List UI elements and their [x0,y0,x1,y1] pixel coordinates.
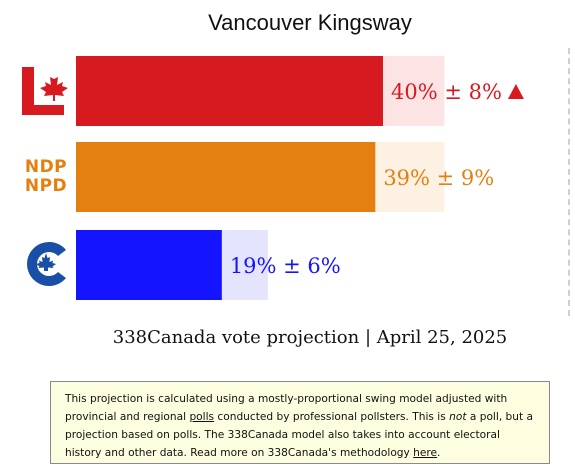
bar-ndp [76,142,376,212]
chart-title: Vancouver Kingsway [208,10,412,35]
data-label-conservative: 19% ± 6% [230,254,341,278]
note-text-3: a poll, but a projection based on polls.… [65,411,534,459]
conservative-party-logo-icon [27,242,66,286]
ndp-logo-line2: NPD [24,176,68,196]
bar-conservative [76,230,222,300]
chart-subtitle: 338Canada vote projection | April 25, 20… [112,327,508,348]
bar-liberal [76,56,383,126]
methodology-note: This projection is calculated using a mo… [50,381,550,464]
polls-link[interactable]: polls [189,411,215,423]
data-label-ndp: 39% ± 9% [383,166,494,190]
note-text-2: conducted by professional pollsters. Thi… [214,411,450,423]
bar-chart: 40% ± 8% 39% ± 9% 19% ± 6% [76,56,524,300]
note-text-4: . [437,447,441,459]
trend-up-icon [507,84,524,99]
liberal-party-logo-icon [22,67,68,115]
ndp-party-logo-icon: NDP NPD [18,158,74,196]
reference-dashed-line [568,48,570,316]
methodology-link[interactable]: here [413,447,438,459]
note-emphasis-not: not [449,411,467,423]
ndp-logo-line1: NDP [24,157,68,177]
note-text-1: This projection is calculated using a mo… [65,393,508,423]
data-label-liberal: 40% ± 8% [391,80,502,104]
